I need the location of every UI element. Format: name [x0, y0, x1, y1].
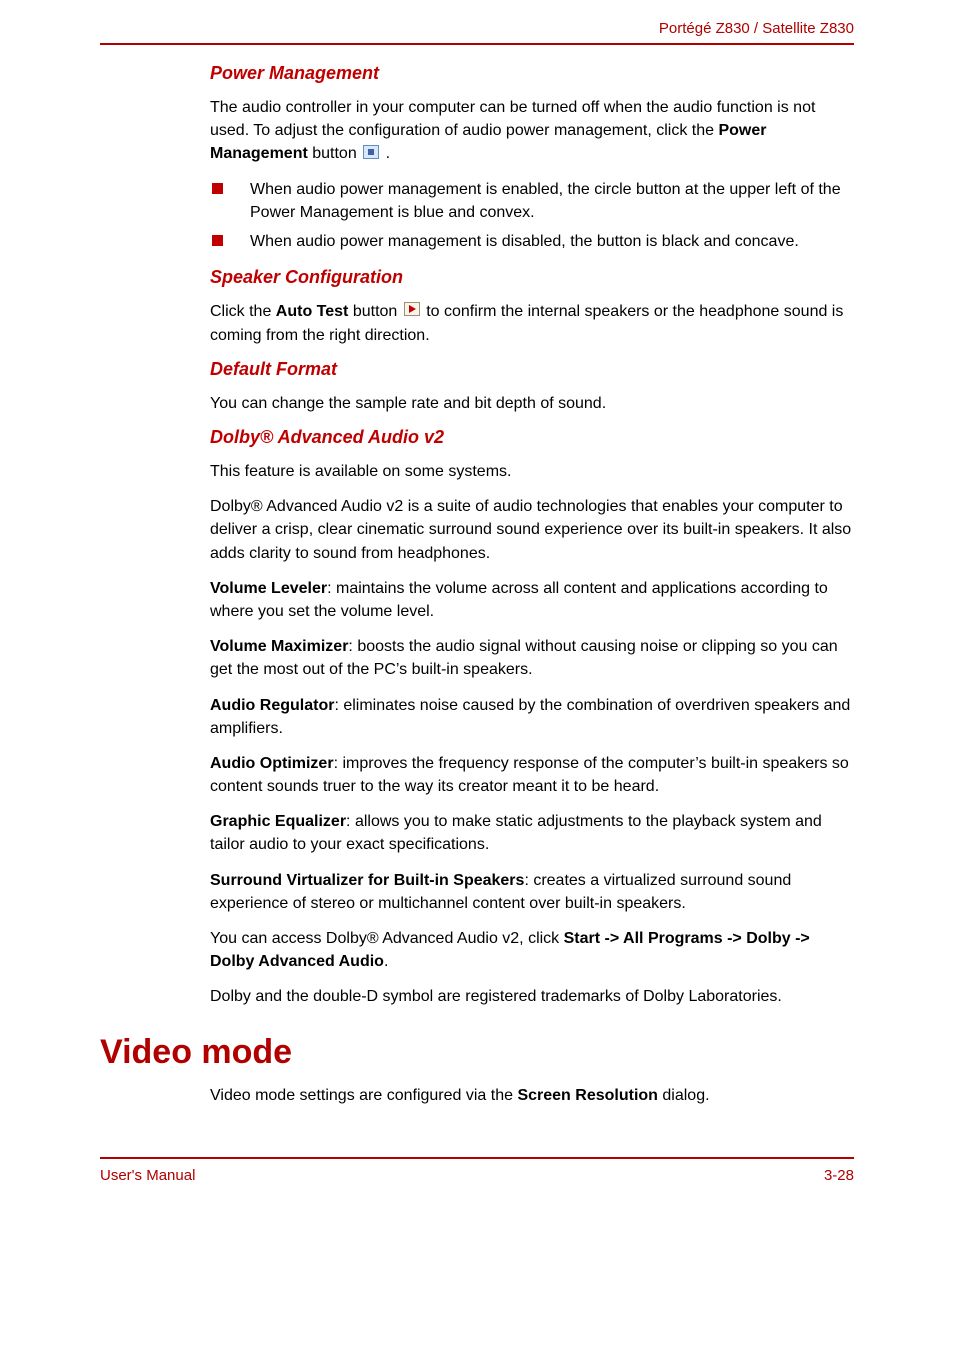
feat-label: Volume Leveler [210, 580, 327, 597]
feat-label: Surround Virtualizer for Built-in Speake… [210, 872, 524, 889]
power-management-icon [363, 143, 379, 166]
video-mode-text: Video mode settings are configured via t… [210, 1084, 854, 1107]
list-item: When audio power management is enabled, … [210, 178, 854, 224]
dolby-access: You can access Dolby® Advanced Audio v2,… [210, 927, 854, 973]
feat-label: Audio Optimizer [210, 755, 334, 772]
access-post: . [384, 953, 388, 970]
heading-default-format: Default Format [210, 359, 854, 380]
pm-intro-tail: . [381, 145, 390, 162]
dolby-feat6: Surround Virtualizer for Built-in Speake… [210, 869, 854, 915]
page-footer: User's Manual 3-28 [100, 1157, 854, 1184]
heading-dolby: Dolby® Advanced Audio v2 [210, 427, 854, 448]
footer-left: User's Manual [100, 1167, 195, 1184]
dolby-feat1: Volume Leveler: maintains the volume acr… [210, 577, 854, 623]
dolby-feat2: Volume Maximizer: boosts the audio signa… [210, 635, 854, 681]
dolby-p2: Dolby® Advanced Audio v2 is a suite of a… [210, 495, 854, 565]
video-mode-content: Video mode settings are configured via t… [100, 1084, 854, 1107]
feat-label: Volume Maximizer [210, 638, 348, 655]
dolby-feat4: Audio Optimizer: improves the frequency … [210, 752, 854, 798]
feat-label: Audio Regulator [210, 697, 334, 714]
header-rule [100, 43, 854, 45]
dolby-trademark: Dolby and the double-D symbol are regist… [210, 985, 854, 1008]
heading-video-mode: Video mode [100, 1033, 854, 1072]
vm-pre: Video mode settings are configured via t… [210, 1087, 517, 1104]
speaker-config-text: Click the Auto Test button to confirm th… [210, 300, 854, 347]
list-item: When audio power management is disabled,… [210, 230, 854, 253]
dolby-feat3: Audio Regulator: eliminates noise caused… [210, 694, 854, 740]
sc-bold: Auto Test [276, 303, 349, 320]
pm-intro-post: button [308, 145, 361, 162]
dolby-feat5: Graphic Equalizer: allows you to make st… [210, 810, 854, 856]
footer-page-number: 3-28 [824, 1167, 854, 1184]
access-pre: You can access Dolby® Advanced Audio v2,… [210, 930, 564, 947]
header-product: Portégé Z830 / Satellite Z830 [100, 20, 854, 43]
vm-post: dialog. [658, 1087, 710, 1104]
dolby-p1: This feature is available on some system… [210, 460, 854, 483]
heading-power-management: Power Management [210, 63, 854, 84]
sc-pre: Click the [210, 303, 276, 320]
default-format-text: You can change the sample rate and bit d… [210, 392, 854, 415]
play-icon [404, 300, 420, 323]
main-content: Power Management The audio controller in… [100, 63, 854, 1009]
sc-mid: button [348, 303, 401, 320]
pm-bullet-list: When audio power management is enabled, … [210, 178, 854, 254]
vm-bold: Screen Resolution [517, 1087, 657, 1104]
footer-rule [100, 1157, 854, 1159]
heading-speaker-config: Speaker Configuration [210, 267, 854, 288]
power-mgmt-intro: The audio controller in your computer ca… [210, 96, 854, 166]
feat-label: Graphic Equalizer [210, 813, 346, 830]
